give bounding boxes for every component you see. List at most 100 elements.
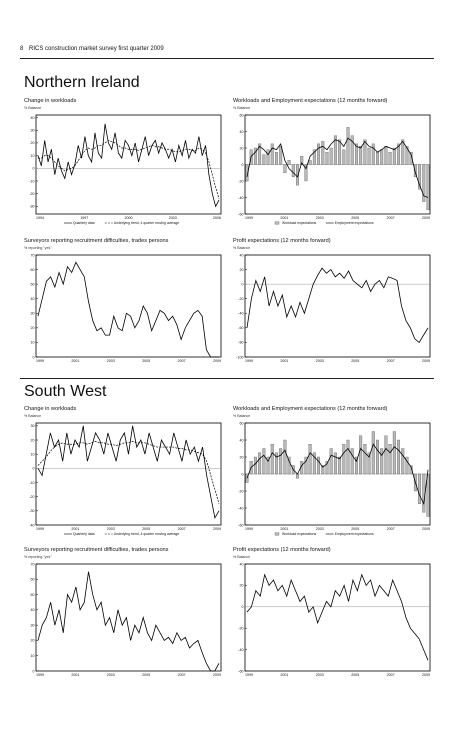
y-tick-label: 20 [31,438,35,442]
y-tick-label: 0 [33,355,35,359]
chart-title: Workloads and Employment expectations (1… [233,406,388,412]
x-tick-label: 2009 [213,673,221,677]
bar [392,431,396,475]
x-tick-label: 2001 [280,527,288,531]
bar [342,149,346,165]
x-tick-label: 2007 [387,673,395,677]
x-tick-label: 2001 [71,527,79,531]
y-tick-label: 20 [240,146,244,150]
series-line [37,571,220,672]
legend-label: Underlying trend, 4 quarter moving avera… [114,532,180,536]
chart-subtitle: % Balance [233,246,251,250]
x-tick-label: 1999 [36,673,44,677]
bar [367,147,371,165]
bar [253,456,257,475]
x-tick-label: 2001 [280,216,288,220]
x-tick-label: 1994 [36,216,44,220]
x-tick-label: 2007 [387,527,395,531]
chart-ni-recruitment: 0 10 20 30 40 50 60 70 1999 2001 2003 2005 2007 2009 [31,253,222,363]
legend-label: Quarterly data [73,221,95,225]
bar [380,149,384,165]
bar [409,151,413,165]
bar [333,452,337,475]
y-tick-label: 40 [31,116,35,120]
bar [363,139,367,165]
bar [245,164,249,182]
x-tick-label: 2001 [280,673,288,677]
x-tick-label: 2009 [422,673,430,677]
y-tick-label: -30 [29,205,34,209]
x-tick-label: 2007 [178,359,186,363]
y-tick-label: 10 [31,341,35,345]
chart-subtitle: % Balance [233,414,251,418]
bar [275,151,278,165]
y-tick-label: -40 [238,648,243,652]
bar [401,448,405,475]
bar [359,435,363,475]
series-line [37,261,219,358]
chart-ni-expectations: -60 -40 -20 0 20 40 60 1999 2001 2003 2005 2007 2009… [238,113,431,225]
x-tick-label: 2009 [422,359,430,363]
bar [338,139,342,165]
y-tick-label: -20 [238,627,243,631]
legend-label: Workload expectations [282,532,317,536]
plot-frame [35,422,222,526]
bar [413,164,417,178]
x-tick-label: 2007 [387,359,395,363]
bar [279,146,283,165]
y-tick-label: 60 [31,268,35,272]
x-tick-label: 2003 [107,673,115,677]
bar [376,151,379,165]
x-tick-label: 1997 [80,216,88,220]
y-tick-label: -40 [238,196,243,200]
bar [350,135,354,165]
x-tick-label: 1999 [36,359,44,363]
bar [384,435,388,475]
legend-label: Employment expectations [335,221,374,225]
y-tick-label: 40 [240,438,244,442]
bar [308,444,312,475]
bar [401,139,405,165]
bar [304,456,308,475]
series-line [38,139,220,199]
bar [418,164,422,190]
bar [342,444,346,475]
bar [384,146,388,165]
y-tick-label: 0 [33,669,35,673]
bar [405,146,409,165]
legend-label: Employment expectations [335,532,374,536]
y-tick-label: -60 [238,523,243,527]
series-line [246,573,429,661]
bar [270,143,274,165]
bar [363,444,367,475]
y-tick-label: 50 [31,593,35,597]
x-tick-label: 2005 [351,216,359,220]
plot-frame [244,254,431,358]
region-title-northern-ireland: Northern Ireland [24,74,140,91]
bar [287,160,291,165]
y-tick-label: -40 [238,312,243,316]
y-tick-label: 10 [31,654,35,658]
y-tick-label: -40 [29,523,34,527]
bar [418,473,422,504]
bar [266,149,270,165]
x-tick-label: 2003 [316,359,324,363]
chart-title: Surveyors reporting recruitment difficul… [24,238,169,244]
bar [405,456,409,475]
bar [283,439,287,475]
y-tick-label: 20 [240,455,244,459]
y-tick-label: 30 [31,129,35,133]
bar [346,439,350,475]
legend-label: Quarterly data [73,532,95,536]
bar [304,164,308,182]
bar [296,164,299,186]
y-tick-label: 60 [240,421,244,425]
bar [371,143,375,165]
x-tick-label: 2005 [351,527,359,531]
bar [275,452,278,475]
y-tick-label: -10 [29,481,34,485]
header-rule [20,58,434,59]
x-tick-label: 2005 [351,673,359,677]
bar [258,452,262,475]
plot-frame [35,563,222,672]
